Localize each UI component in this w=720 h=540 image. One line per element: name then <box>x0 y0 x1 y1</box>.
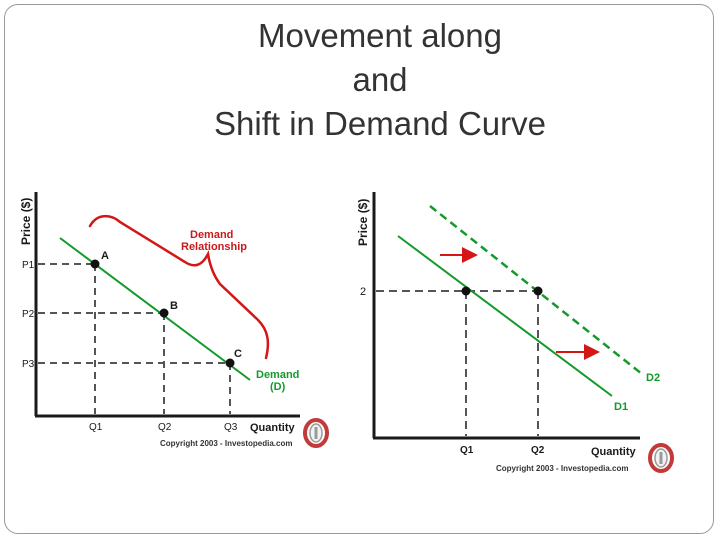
left-demand-curve <box>59 237 251 381</box>
point-b <box>159 308 169 318</box>
left-copyright: Copyright 2003 - Investopedia.com <box>160 439 292 448</box>
slide-title: Movement along and Shift in Demand Curve <box>0 14 720 146</box>
demand-curve-label-line-2: (D) <box>270 381 286 393</box>
title-line-3: Shift in Demand Curve <box>214 105 546 142</box>
right-diagram: Price ($) 2 Q1 Q2 Quantity D1 D2 Copyrig… <box>356 192 674 473</box>
point-a-label: A <box>101 250 109 262</box>
title-line-1: Movement along <box>258 17 502 54</box>
right-copyright: Copyright 2003 - Investopedia.com <box>496 464 628 473</box>
right-price-axis-label: Price ($) <box>356 199 370 246</box>
point-c <box>225 358 235 368</box>
right-quantity-axis-label: Quantity <box>591 446 636 458</box>
left-price-axis-label: Price ($) <box>19 198 33 245</box>
left-price-tick-p1: P1 <box>22 260 35 271</box>
right-point-q2 <box>533 286 543 296</box>
left-guide-lines <box>38 263 231 414</box>
left-price-tick-p2: P2 <box>22 309 35 320</box>
point-b-label: B <box>170 300 178 312</box>
left-price-tick-p3: P3 <box>22 359 35 370</box>
right-quantity-tick-q1: Q1 <box>460 445 474 456</box>
demand-curve-label-line-1: Demand <box>256 369 299 381</box>
left-quantity-axis-label: Quantity <box>250 422 295 434</box>
point-c-label: C <box>234 348 242 360</box>
demand-relationship-bracket <box>88 214 270 360</box>
demand-curve-d1 <box>397 235 613 397</box>
investopedia-logo-icon <box>303 418 329 448</box>
bracket-label-line-1: Demand <box>190 229 233 241</box>
left-quantity-tick-q1: Q1 <box>89 422 103 433</box>
left-quantity-tick-q2: Q2 <box>158 422 172 433</box>
right-guide-lines <box>376 290 539 436</box>
right-price-tick-2: 2 <box>360 286 366 298</box>
right-point-q1 <box>461 286 471 296</box>
left-quantity-tick-q3: Q3 <box>224 422 238 433</box>
right-quantity-tick-q2: Q2 <box>531 445 545 456</box>
point-a <box>90 259 100 269</box>
curve-label-d1: D1 <box>614 401 628 413</box>
slide-frame <box>4 4 714 534</box>
bracket-label-line-2: Relationship <box>181 241 247 253</box>
title-line-2: and <box>352 61 408 98</box>
investopedia-logo-icon <box>648 443 674 473</box>
left-diagram: Price ($) A B C P1 P2 P3 Q1 Q2 Q3 Quanti… <box>19 192 329 448</box>
curve-label-d2: D2 <box>646 372 660 384</box>
